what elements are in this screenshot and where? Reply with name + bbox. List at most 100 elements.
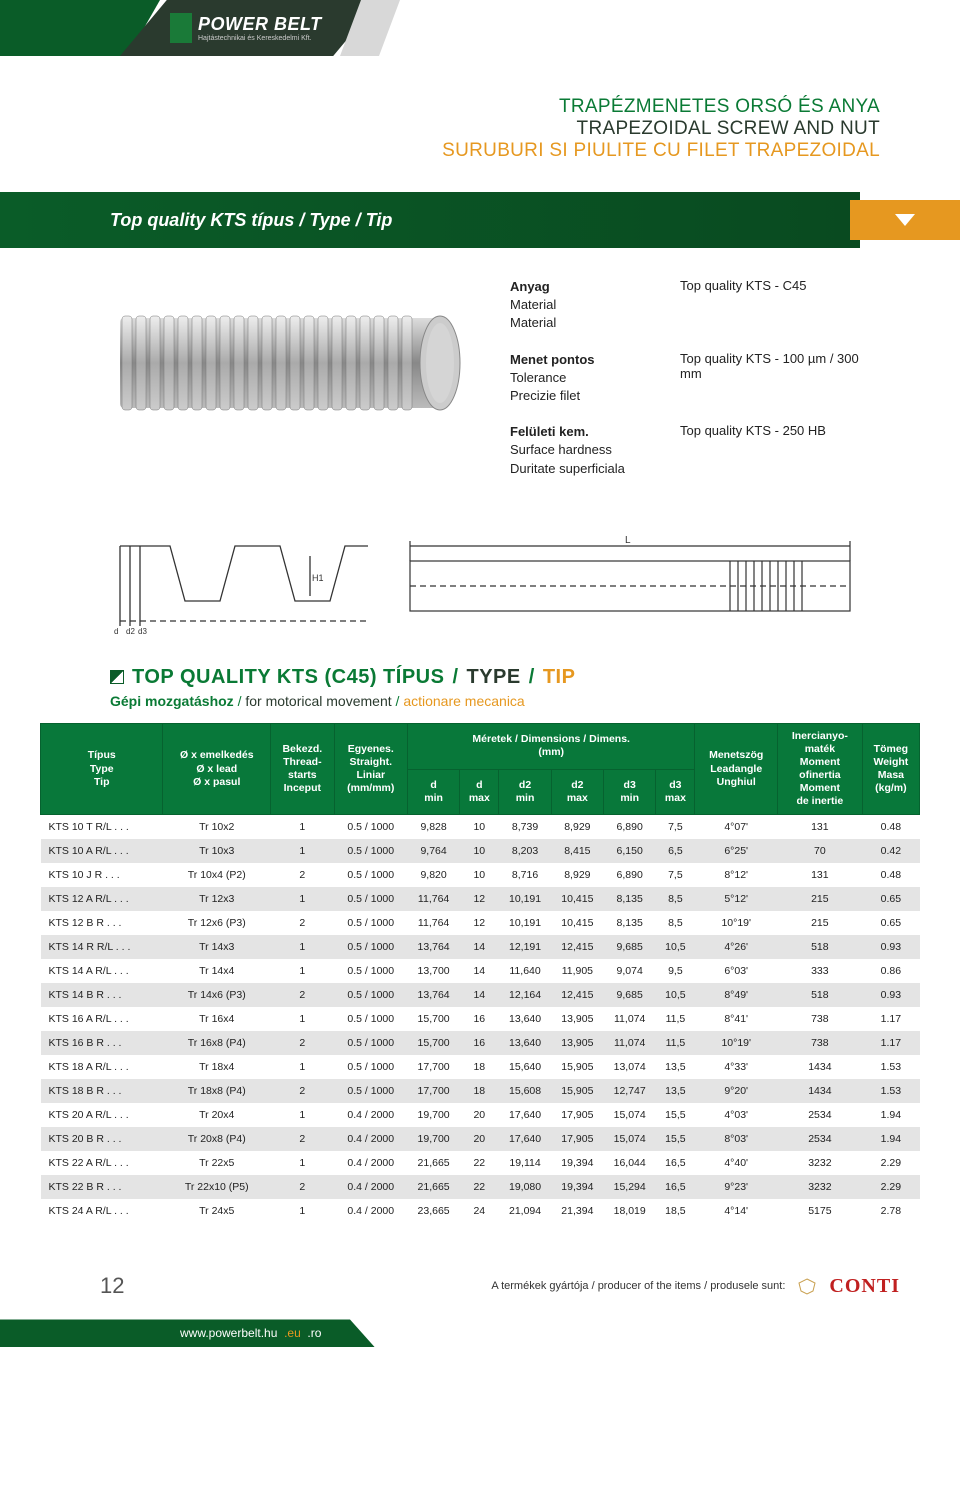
table-cell: 19,114: [499, 1151, 551, 1175]
table-cell: 0.5 / 1000: [334, 839, 407, 863]
table-cell: KTS 16 A R/L . . .: [41, 1007, 163, 1031]
table-cell: 2534: [777, 1103, 862, 1127]
th-d3max: d3max: [656, 769, 695, 815]
section-heading: TOP QUALITY KTS (C45) TÍPUS / TYPE / TIP: [0, 666, 960, 693]
table-cell: Tr 18x4: [163, 1055, 271, 1079]
table-cell: Tr 12x3: [163, 887, 271, 911]
table-cell: 2: [271, 1127, 334, 1151]
table-cell: 0.93: [862, 935, 919, 959]
table-cell: 0.48: [862, 863, 919, 887]
section-subheading: Gépi mozgatáshoz / for motorical movemen…: [0, 693, 960, 723]
table-cell: 6,5: [656, 839, 695, 863]
table-cell: 0.86: [862, 959, 919, 983]
th-dmin: dmin: [407, 769, 459, 815]
table-cell: 6,890: [604, 863, 656, 887]
table-cell: 4°07': [695, 815, 778, 840]
table-cell: 10: [460, 839, 499, 863]
page-footer: 12 A termékek gyártója / producer of the…: [0, 1263, 960, 1319]
table-cell: 0.65: [862, 911, 919, 935]
table-cell: 6,150: [604, 839, 656, 863]
info-label: Anyag: [510, 278, 680, 296]
table-cell: 12,164: [499, 983, 551, 1007]
table-cell: 15,905: [551, 1079, 603, 1103]
th-weight: TömegWeightMasa(kg/m): [862, 723, 919, 815]
table-cell: 1434: [777, 1079, 862, 1103]
table-cell: Tr 16x4: [163, 1007, 271, 1031]
table-cell: 15,074: [604, 1103, 656, 1127]
table-cell: 16,5: [656, 1151, 695, 1175]
type-band-right: [850, 200, 960, 240]
table-cell: 15,608: [499, 1079, 551, 1103]
table-cell: 11,640: [499, 959, 551, 983]
table-row: KTS 14 R R/L . . .Tr 14x310.5 / 100013,7…: [41, 935, 920, 959]
table-cell: 0.5 / 1000: [334, 887, 407, 911]
table-cell: 13,074: [604, 1055, 656, 1079]
screw-illustration: [110, 278, 470, 448]
table-cell: 1.94: [862, 1127, 919, 1151]
table-cell: 0.5 / 1000: [334, 911, 407, 935]
table-row: KTS 18 B R . . .Tr 18x8 (P4)20.5 / 10001…: [41, 1079, 920, 1103]
table-cell: 215: [777, 887, 862, 911]
thread-profile-diagram: H1 d d2 d3: [110, 526, 370, 636]
info-value: Top quality KTS - 100 µm / 300 mm: [680, 351, 880, 406]
table-cell: KTS 22 B R . . .: [41, 1175, 163, 1199]
table-cell: 10,5: [656, 983, 695, 1007]
table-cell: 22: [460, 1151, 499, 1175]
table-cell: 10,415: [551, 911, 603, 935]
table-cell: 17,640: [499, 1127, 551, 1151]
table-cell: 17,905: [551, 1103, 603, 1127]
table-cell: 2.29: [862, 1175, 919, 1199]
th-d2min: d2min: [499, 769, 551, 815]
url-ro: .ro: [307, 1326, 321, 1340]
table-cell: 2: [271, 1031, 334, 1055]
table-cell: 20: [460, 1127, 499, 1151]
table-cell: 10,415: [551, 887, 603, 911]
table-cell: 18,5: [656, 1199, 695, 1223]
table-cell: 8,415: [551, 839, 603, 863]
table-cell: 17,640: [499, 1103, 551, 1127]
table-row: KTS 14 B R . . .Tr 14x6 (P3)20.5 / 10001…: [41, 983, 920, 1007]
table-cell: 12,191: [499, 935, 551, 959]
table-cell: 1: [271, 935, 334, 959]
brand-tagline: Hajtástechnikai és Kereskedelmi Kft.: [198, 35, 322, 42]
table-cell: 1.17: [862, 1007, 919, 1031]
table-cell: 5175: [777, 1199, 862, 1223]
table-cell: 13,764: [407, 983, 459, 1007]
table-cell: 19,080: [499, 1175, 551, 1199]
table-cell: 11,764: [407, 911, 459, 935]
th-d3min: d3min: [604, 769, 656, 815]
svg-text:d3: d3: [138, 627, 147, 636]
table-cell: Tr 20x8 (P4): [163, 1127, 271, 1151]
table-row: KTS 12 A R/L . . .Tr 12x310.5 / 100011,7…: [41, 887, 920, 911]
header-tab-logo: POWER BELT Hajtástechnikai és Kereskedel…: [120, 0, 380, 56]
table-cell: Tr 14x3: [163, 935, 271, 959]
table-cell: 2: [271, 983, 334, 1007]
conti-crest-icon: [795, 1277, 819, 1295]
table-cell: 518: [777, 935, 862, 959]
table-cell: Tr 22x10 (P5): [163, 1175, 271, 1199]
table-cell: 8,739: [499, 815, 551, 840]
table-cell: 15,5: [656, 1103, 695, 1127]
table-cell: 11,074: [604, 1031, 656, 1055]
table-row: KTS 22 A R/L . . .Tr 22x510.4 / 200021,6…: [41, 1151, 920, 1175]
table-cell: 7,5: [656, 863, 695, 887]
table-row: KTS 10 J R . . .Tr 10x4 (P2)20.5 / 10009…: [41, 863, 920, 887]
conti-logo: CONTI: [829, 1275, 900, 1298]
table-row: KTS 16 B R . . .Tr 16x8 (P4)20.5 / 10001…: [41, 1031, 920, 1055]
table-cell: 10°19': [695, 1031, 778, 1055]
table-cell: 1: [271, 1055, 334, 1079]
table-cell: 11,5: [656, 1007, 695, 1031]
table-cell: 4°26': [695, 935, 778, 959]
table-cell: 9,074: [604, 959, 656, 983]
table-cell: 8,135: [604, 887, 656, 911]
table-cell: KTS 12 A R/L . . .: [41, 887, 163, 911]
table-cell: KTS 10 J R . . .: [41, 863, 163, 887]
svg-text:L: L: [625, 535, 631, 546]
table-cell: 9,820: [407, 863, 459, 887]
table-cell: 1.53: [862, 1079, 919, 1103]
table-cell: 13,905: [551, 1007, 603, 1031]
header-tabs: POWER BELT Hajtástechnikai és Kereskedel…: [0, 0, 960, 56]
table-cell: 0.4 / 2000: [334, 1127, 407, 1151]
table-cell: 19,394: [551, 1151, 603, 1175]
table-cell: 333: [777, 959, 862, 983]
